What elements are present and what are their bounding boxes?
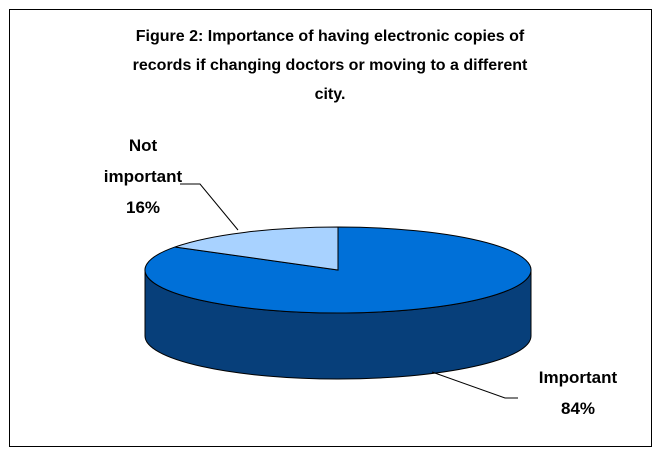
- slice-label-not-important: Not important 16%: [88, 130, 198, 223]
- chart-title-line-3: city.: [314, 86, 346, 103]
- pie-layer: [144, 226, 532, 380]
- slice-label-important-line-2: 84%: [560, 399, 596, 418]
- slice-label-not-important-line-1: Not: [128, 136, 158, 155]
- slice-label-important-line-1: Important: [538, 368, 618, 387]
- chart-title-line-1: Figure 2: Importance of having electroni…: [135, 28, 525, 45]
- leader-line-not-important: [180, 183, 239, 231]
- slice-label-not-important-line-2: important: [103, 167, 183, 186]
- chart-title-line-2: records if changing doctors or moving to…: [132, 57, 528, 74]
- chart-title: Figure 2: Importance of having electroni…: [90, 22, 570, 109]
- slice-label-not-important-line-3: 16%: [125, 198, 161, 217]
- leader-line-important: [431, 371, 518, 399]
- pie-slice-not-important: [174, 226, 339, 271]
- slice-label-important: Important 84%: [520, 362, 636, 424]
